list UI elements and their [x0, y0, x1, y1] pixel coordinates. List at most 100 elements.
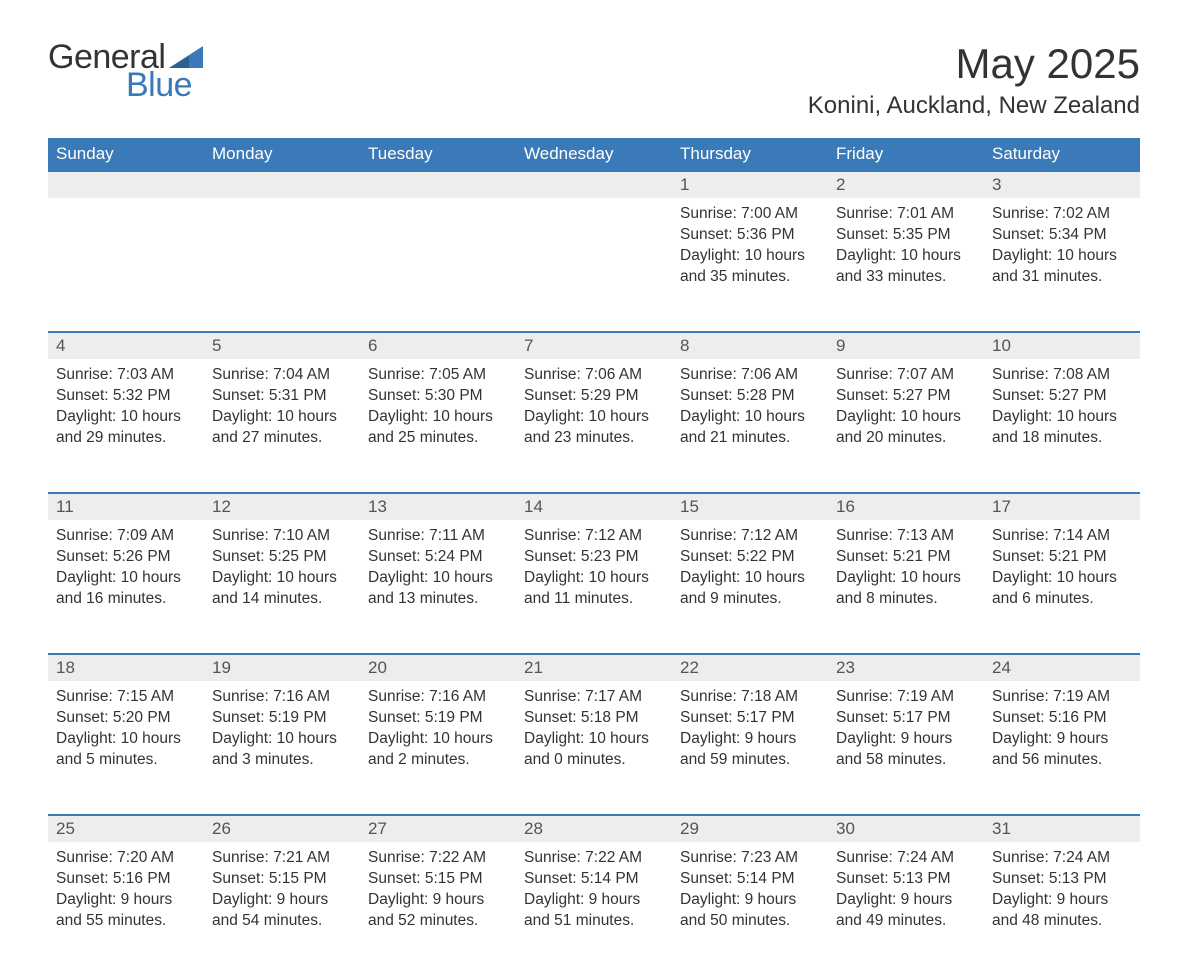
day-detail-cell: Sunrise: 7:11 AMSunset: 5:24 PMDaylight:… [360, 520, 516, 654]
sunrise-line: Sunrise: 7:17 AM [524, 687, 664, 708]
weekday-header: Saturday [984, 138, 1140, 171]
sunrise-line: Sunrise: 7:03 AM [56, 365, 196, 386]
sunset-line: Sunset: 5:26 PM [56, 547, 196, 568]
day-detail-cell: Sunrise: 7:19 AMSunset: 5:16 PMDaylight:… [984, 681, 1140, 815]
daylight-line: Daylight: 10 hours and 5 minutes. [56, 729, 196, 771]
sunrise-line: Sunrise: 7:10 AM [212, 526, 352, 547]
day-detail-cell: Sunrise: 7:05 AMSunset: 5:30 PMDaylight:… [360, 359, 516, 493]
sunrise-line: Sunrise: 7:05 AM [368, 365, 508, 386]
sunrise-line: Sunrise: 7:12 AM [524, 526, 664, 547]
page-title: May 2025 [808, 40, 1140, 88]
sunset-line: Sunset: 5:21 PM [992, 547, 1132, 568]
daylight-line: Daylight: 10 hours and 6 minutes. [992, 568, 1132, 610]
sunset-line: Sunset: 5:29 PM [524, 386, 664, 407]
weekday-header: Sunday [48, 138, 204, 171]
weekday-header: Friday [828, 138, 984, 171]
day-detail-cell [516, 198, 672, 332]
daylight-line: Daylight: 10 hours and 8 minutes. [836, 568, 976, 610]
sunrise-line: Sunrise: 7:00 AM [680, 204, 820, 225]
logo-text-blue: Blue [126, 68, 203, 102]
daylight-line: Daylight: 9 hours and 58 minutes. [836, 729, 976, 771]
day-number-cell: 3 [984, 171, 1140, 198]
daylight-line: Daylight: 10 hours and 31 minutes. [992, 246, 1132, 288]
day-detail-cell: Sunrise: 7:22 AMSunset: 5:15 PMDaylight:… [360, 842, 516, 976]
daylight-line: Daylight: 10 hours and 29 minutes. [56, 407, 196, 449]
day-number-row: 25262728293031 [48, 815, 1140, 842]
day-detail-cell [204, 198, 360, 332]
day-detail-cell: Sunrise: 7:03 AMSunset: 5:32 PMDaylight:… [48, 359, 204, 493]
day-number-cell: 15 [672, 493, 828, 520]
day-number-row: 45678910 [48, 332, 1140, 359]
daylight-line: Daylight: 9 hours and 49 minutes. [836, 890, 976, 932]
day-number-cell: 23 [828, 654, 984, 681]
day-detail-cell: Sunrise: 7:22 AMSunset: 5:14 PMDaylight:… [516, 842, 672, 976]
sunset-line: Sunset: 5:15 PM [368, 869, 508, 890]
sunset-line: Sunset: 5:22 PM [680, 547, 820, 568]
daylight-line: Daylight: 10 hours and 20 minutes. [836, 407, 976, 449]
sunset-line: Sunset: 5:27 PM [836, 386, 976, 407]
day-number-cell: 14 [516, 493, 672, 520]
sunset-line: Sunset: 5:25 PM [212, 547, 352, 568]
day-detail-cell: Sunrise: 7:24 AMSunset: 5:13 PMDaylight:… [984, 842, 1140, 976]
day-number-cell: 29 [672, 815, 828, 842]
sunrise-line: Sunrise: 7:12 AM [680, 526, 820, 547]
day-detail-cell: Sunrise: 7:23 AMSunset: 5:14 PMDaylight:… [672, 842, 828, 976]
day-number-cell: 28 [516, 815, 672, 842]
sunset-line: Sunset: 5:14 PM [524, 869, 664, 890]
weekday-header: Tuesday [360, 138, 516, 171]
sunset-line: Sunset: 5:19 PM [212, 708, 352, 729]
sunrise-line: Sunrise: 7:20 AM [56, 848, 196, 869]
sunrise-line: Sunrise: 7:24 AM [836, 848, 976, 869]
day-number-cell: 7 [516, 332, 672, 359]
day-number-cell: 16 [828, 493, 984, 520]
daylight-line: Daylight: 10 hours and 16 minutes. [56, 568, 196, 610]
daylight-line: Daylight: 10 hours and 21 minutes. [680, 407, 820, 449]
day-number-cell: 11 [48, 493, 204, 520]
sunrise-line: Sunrise: 7:21 AM [212, 848, 352, 869]
daylight-line: Daylight: 10 hours and 13 minutes. [368, 568, 508, 610]
sunset-line: Sunset: 5:27 PM [992, 386, 1132, 407]
day-detail-cell: Sunrise: 7:09 AMSunset: 5:26 PMDaylight:… [48, 520, 204, 654]
daylight-line: Daylight: 9 hours and 56 minutes. [992, 729, 1132, 771]
day-number-cell: 12 [204, 493, 360, 520]
sunrise-line: Sunrise: 7:08 AM [992, 365, 1132, 386]
sunrise-line: Sunrise: 7:19 AM [992, 687, 1132, 708]
sunset-line: Sunset: 5:21 PM [836, 547, 976, 568]
day-detail-cell: Sunrise: 7:18 AMSunset: 5:17 PMDaylight:… [672, 681, 828, 815]
sunset-line: Sunset: 5:17 PM [680, 708, 820, 729]
day-detail-cell: Sunrise: 7:04 AMSunset: 5:31 PMDaylight:… [204, 359, 360, 493]
day-detail-cell: Sunrise: 7:08 AMSunset: 5:27 PMDaylight:… [984, 359, 1140, 493]
daylight-line: Daylight: 10 hours and 9 minutes. [680, 568, 820, 610]
day-detail-row: Sunrise: 7:09 AMSunset: 5:26 PMDaylight:… [48, 520, 1140, 654]
day-number-cell: 8 [672, 332, 828, 359]
day-number-cell: 2 [828, 171, 984, 198]
sunset-line: Sunset: 5:30 PM [368, 386, 508, 407]
day-detail-cell: Sunrise: 7:13 AMSunset: 5:21 PMDaylight:… [828, 520, 984, 654]
day-number-cell [204, 171, 360, 198]
sunrise-line: Sunrise: 7:06 AM [680, 365, 820, 386]
day-number-cell: 22 [672, 654, 828, 681]
sunset-line: Sunset: 5:13 PM [992, 869, 1132, 890]
day-number-cell: 25 [48, 815, 204, 842]
sunrise-line: Sunrise: 7:22 AM [524, 848, 664, 869]
sunset-line: Sunset: 5:16 PM [56, 869, 196, 890]
weekday-header: Monday [204, 138, 360, 171]
day-detail-cell: Sunrise: 7:14 AMSunset: 5:21 PMDaylight:… [984, 520, 1140, 654]
sunset-line: Sunset: 5:19 PM [368, 708, 508, 729]
sunset-line: Sunset: 5:28 PM [680, 386, 820, 407]
sunset-line: Sunset: 5:36 PM [680, 225, 820, 246]
day-number-cell: 20 [360, 654, 516, 681]
day-detail-cell: Sunrise: 7:06 AMSunset: 5:28 PMDaylight:… [672, 359, 828, 493]
daylight-line: Daylight: 10 hours and 35 minutes. [680, 246, 820, 288]
sunrise-line: Sunrise: 7:18 AM [680, 687, 820, 708]
sunrise-line: Sunrise: 7:07 AM [836, 365, 976, 386]
day-number-cell: 19 [204, 654, 360, 681]
day-detail-cell: Sunrise: 7:12 AMSunset: 5:23 PMDaylight:… [516, 520, 672, 654]
sunrise-line: Sunrise: 7:11 AM [368, 526, 508, 547]
flag-icon [169, 46, 203, 68]
sunset-line: Sunset: 5:32 PM [56, 386, 196, 407]
day-detail-cell: Sunrise: 7:02 AMSunset: 5:34 PMDaylight:… [984, 198, 1140, 332]
sunset-line: Sunset: 5:34 PM [992, 225, 1132, 246]
sunset-line: Sunset: 5:23 PM [524, 547, 664, 568]
sunset-line: Sunset: 5:16 PM [992, 708, 1132, 729]
